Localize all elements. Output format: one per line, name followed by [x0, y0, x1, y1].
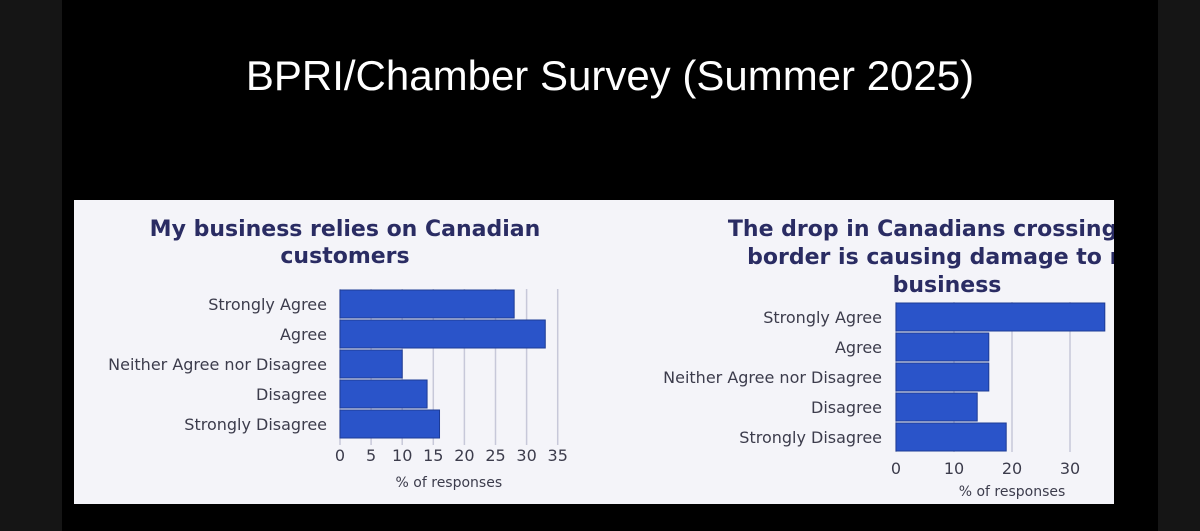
bar-disagree — [339, 379, 428, 409]
slide-title: BPRI/Chamber Survey (Summer 2025) — [245, 52, 975, 99]
category-label: Neither Agree nor Disagree — [108, 355, 327, 374]
category-label: Disagree — [811, 398, 882, 417]
x-tick-label: 35 — [548, 446, 568, 465]
bar-agree — [895, 332, 990, 362]
category-label: Strongly Agree — [763, 308, 882, 327]
chart-title-line: The drop in Canadians crossing the — [728, 217, 1114, 242]
slide: BPRI/Chamber Survey (Summer 2025) My bus… — [62, 0, 1158, 531]
x-tick-label: 20 — [454, 446, 474, 465]
category-label: Strongly Disagree — [184, 415, 327, 434]
bar-neither-agree-nor-disagree — [339, 349, 403, 379]
x-axis-label: % of responses — [396, 475, 503, 491]
category-label: Strongly Agree — [208, 295, 327, 314]
bar-strongly-disagree — [339, 409, 441, 439]
category-label: Disagree — [256, 385, 327, 404]
x-tick-label: 25 — [485, 446, 505, 465]
bar-strongly-agree — [339, 289, 515, 319]
x-tick-label: 15 — [423, 446, 443, 465]
charts-panel: My business relies on Canadian customers S… — [74, 200, 1114, 504]
x-axis-label: % of responses — [959, 484, 1066, 500]
chart-title-line: customers — [280, 244, 409, 269]
bar-strongly-agree — [895, 302, 1106, 332]
x-tick-label: 30 — [1060, 459, 1080, 478]
x-tick-label: 0 — [335, 446, 345, 465]
x-tick-label: 30 — [516, 446, 536, 465]
x-tick-label: 10 — [392, 446, 412, 465]
category-label: Agree — [280, 325, 327, 344]
category-label: Neither Agree nor Disagree — [663, 368, 882, 387]
x-tick-label: 20 — [1002, 459, 1022, 478]
chart-crossing-drop: The drop in Canadians crossing the border… — [663, 217, 1114, 500]
category-label: Agree — [835, 338, 882, 357]
chart-title-line: business — [893, 273, 1002, 298]
bar-agree — [339, 319, 546, 349]
chart-title-line: border is causing damage to my — [747, 245, 1114, 270]
bar-strongly-disagree — [895, 422, 1007, 452]
x-tick-label: 10 — [944, 459, 964, 478]
x-tick-label: 0 — [891, 459, 901, 478]
bar-disagree — [895, 392, 978, 422]
bar-neither-agree-nor-disagree — [895, 362, 990, 392]
x-tick-label: 5 — [366, 446, 376, 465]
category-label: Strongly Disagree — [739, 428, 882, 447]
chart-title-line: My business relies on Canadian — [150, 217, 541, 242]
